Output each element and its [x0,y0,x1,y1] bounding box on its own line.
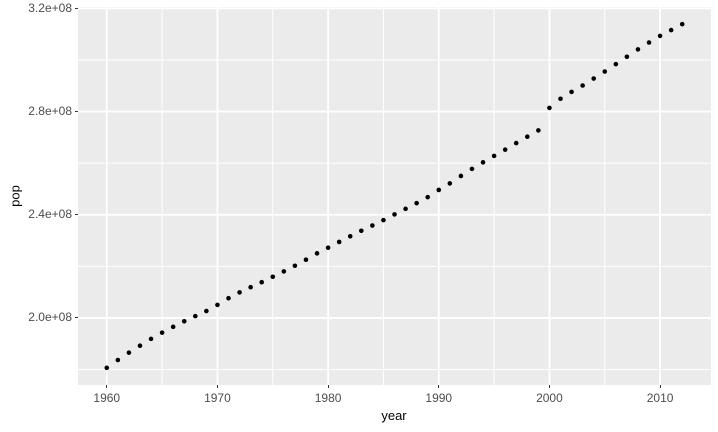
data-point [314,251,320,256]
x-tick-label: 2010 [646,391,674,405]
data-point [170,324,176,330]
x-tick-mark [106,385,108,388]
data-point [635,47,641,52]
data-point [524,134,530,140]
y-tick-mark [75,7,78,9]
data-point [215,302,220,308]
data-point [303,257,309,262]
data-point [226,295,231,301]
plot-panel [78,7,711,385]
x-tick-mark [438,385,440,388]
data-point [336,239,342,245]
data-point [469,166,475,172]
y-tick-mark [75,214,78,216]
x-tick-label: 1970 [204,391,231,405]
data-point [137,343,143,349]
data-point [259,279,265,285]
data-point [547,105,552,111]
data-point [370,223,375,228]
data-point [248,284,253,290]
y-tick-mark [75,317,78,319]
x-tick-mark [659,385,661,388]
data-point [458,173,464,179]
data-point [148,336,154,342]
data-point [436,187,442,193]
data-point [126,350,132,355]
data-point [580,83,585,88]
data-point [591,76,596,81]
data-point [381,217,386,223]
data-point [558,96,563,102]
y-tick-label: 3.2e+08 [28,0,72,15]
data-point [292,263,298,269]
data-point [657,33,663,39]
data-point [159,330,165,335]
x-tick-label: 1980 [314,391,342,405]
data-point [359,228,364,234]
data-point [513,140,519,146]
data-point [624,54,630,60]
data-point [425,194,430,200]
data-point [414,200,419,206]
data-point [536,128,541,133]
x-tick-label: 2000 [536,391,563,405]
data-point [480,160,486,165]
data-point [104,365,110,371]
data-point [403,206,408,212]
data-point [204,308,209,314]
data-point [347,233,353,239]
x-tick-mark [216,385,218,388]
data-point [668,27,674,33]
data-point [613,61,619,67]
data-point [491,153,497,159]
data-point [270,274,276,280]
data-point [325,245,331,251]
data-point [447,181,453,186]
y-tick-label: 2.4e+08 [28,207,72,222]
y-axis-title: pop [7,185,23,207]
x-tick-label: 1960 [93,391,121,405]
data-point [502,147,508,152]
scatter-plot-svg [78,7,711,385]
y-tick-label: 2.0e+08 [28,310,72,325]
data-point [193,313,198,319]
data-point [646,40,652,45]
data-point [602,69,608,74]
x-tick-mark [548,385,550,388]
data-point [392,212,397,217]
x-tick-mark [327,385,329,388]
x-tick-label: 1990 [425,391,453,405]
x-axis-title: year [381,408,407,423]
data-point [281,269,287,274]
data-point [679,21,685,27]
y-tick-mark [75,111,78,113]
y-tick-label: 2.8e+08 [28,104,72,119]
data-point [237,290,242,295]
data-point [181,318,187,324]
data-point [115,357,121,363]
data-point [569,89,574,95]
